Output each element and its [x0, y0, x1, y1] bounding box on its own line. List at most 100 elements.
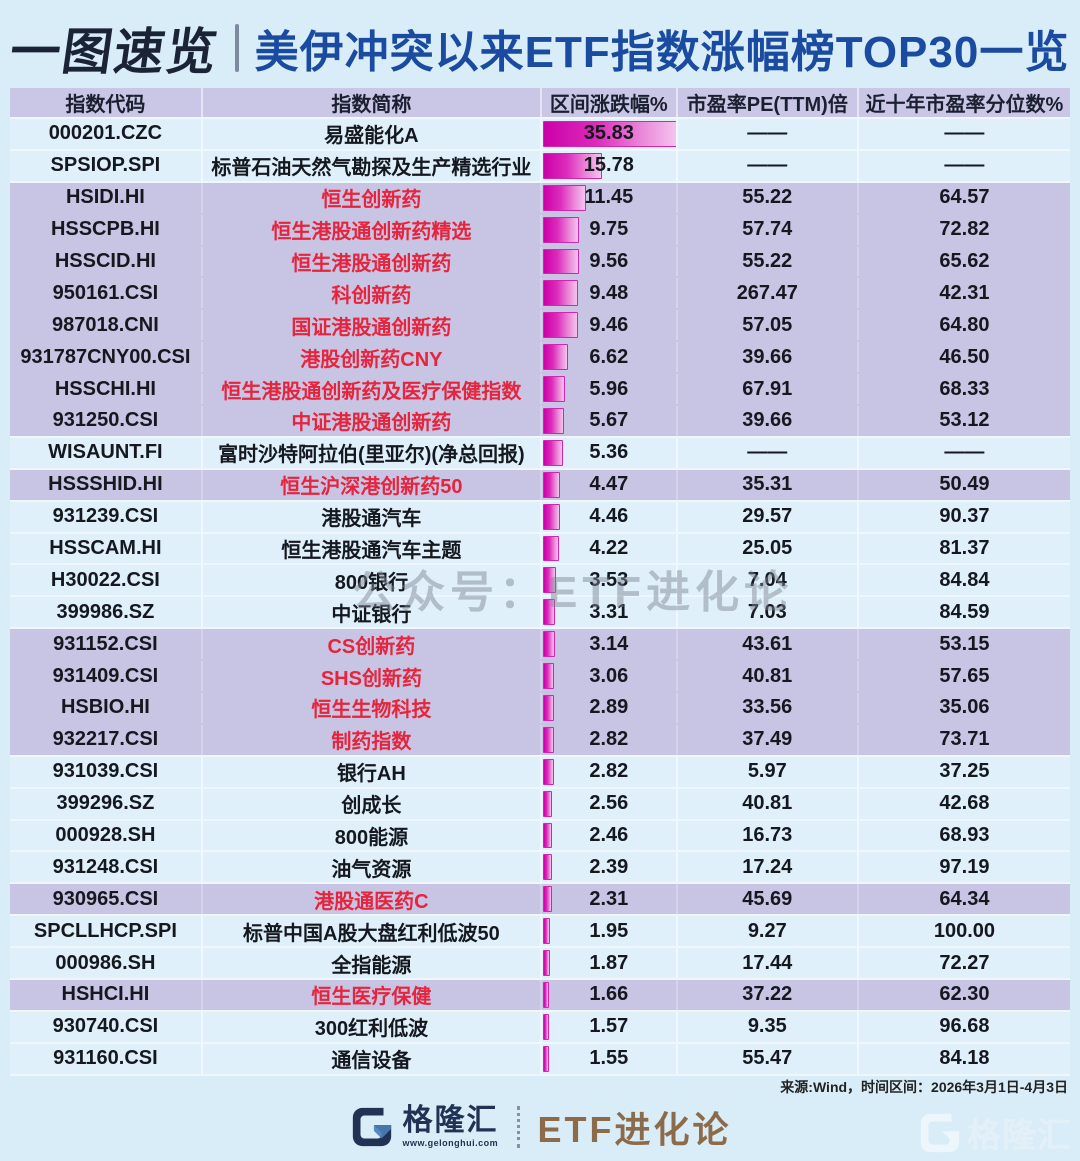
- percentile-value: 84.84: [856, 565, 1070, 596]
- index-name: 港股通汽车: [200, 501, 540, 532]
- change-bar: [542, 121, 676, 147]
- index-name: 通信设备: [200, 1043, 540, 1074]
- change-value: 11.45: [584, 186, 634, 209]
- percentile-value: ——: [856, 150, 1070, 181]
- pe-value: 16.73: [675, 820, 857, 851]
- change-value: 1.57: [589, 1015, 629, 1038]
- change-bar: [542, 599, 556, 626]
- table-row: 931787CNY00.CSI 港股创新药CNY 6.62 39.66 46.50: [10, 342, 1070, 375]
- index-name: 创成长: [200, 788, 540, 819]
- percentile-value: 97.19: [856, 852, 1070, 883]
- change-cell: 9.56: [539, 246, 676, 277]
- pe-value: 55.22: [675, 182, 857, 213]
- table-row: 987018.CNI 国证港股通创新药 9.46 57.05 64.80: [10, 310, 1070, 343]
- change-value: 6.62: [589, 345, 629, 368]
- brand-logo-group: 格隆汇 www.gelonghui.com: [349, 1104, 499, 1150]
- change-value: 5.67: [589, 409, 629, 432]
- table-row: 931152.CSI CS创新药 3.14 43.61 53.15: [10, 629, 1070, 662]
- percentile-value: 46.50: [856, 342, 1070, 373]
- pe-value: 39.66: [675, 342, 857, 373]
- change-value: 5.96: [589, 377, 629, 400]
- index-code: 000928.SH: [55, 824, 156, 847]
- index-name: 中证银行: [200, 597, 540, 628]
- pe-value: 25.05: [675, 533, 857, 564]
- index-code: 931250.CSI: [52, 409, 159, 432]
- table-row: HSBIO.HI 恒生生物科技 2.89 33.56 35.06: [10, 693, 1070, 725]
- table-row: 399986.SZ 中证银行 3.31 7.03 84.59: [10, 597, 1070, 630]
- index-name: 国证港股通创新药: [200, 310, 540, 341]
- index-code: HSSCID.HI: [54, 250, 156, 272]
- brand-url: www.gelonghui.com: [402, 1138, 499, 1148]
- change-bar: [542, 535, 559, 562]
- change-bar: [542, 184, 586, 211]
- change-cell: 2.31: [539, 884, 676, 915]
- percentile-value: 90.37: [856, 501, 1070, 532]
- index-name: 800能源: [200, 820, 540, 851]
- table-row: 931248.CSI 油气资源 2.39 17.24 97.19: [10, 852, 1070, 885]
- table-row: 931250.CSI 中证港股通创新药 5.67 39.66 53.12: [10, 406, 1070, 438]
- index-name: 300红利低波: [200, 1011, 540, 1042]
- change-value: 2.39: [589, 855, 629, 878]
- pe-value: 67.91: [675, 374, 857, 405]
- change-value: 1.95: [589, 919, 629, 942]
- table-row: SPCLLHCP.SPI 标普中国A股大盘红利低波50 1.95 9.27 100.00: [10, 916, 1070, 949]
- pe-value: 43.61: [675, 629, 857, 660]
- index-name: 恒生港股通创新药及医疗保健指数: [200, 374, 540, 405]
- change-value: 2.56: [589, 792, 629, 815]
- index-name: 恒生创新药: [200, 182, 540, 213]
- index-code: HSSCPB.HI: [50, 218, 160, 241]
- gelonghui-logo-icon: [352, 1107, 391, 1147]
- table-row: 930740.CSI 300红利低波 1.57 9.35 96.68: [10, 1011, 1070, 1044]
- index-name: 制药指数: [200, 724, 540, 755]
- index-name: 标普中国A股大盘红利低波50: [200, 916, 540, 947]
- percentile-value: 53.15: [856, 629, 1070, 660]
- table-row: 399296.SZ 创成长 2.56 40.81 42.68: [10, 788, 1070, 821]
- change-bar: [542, 344, 568, 371]
- change-cell: 4.22: [539, 533, 676, 564]
- index-code: 932217.CSI: [52, 728, 159, 751]
- change-bar: [542, 631, 555, 658]
- change-bar: [542, 854, 552, 881]
- change-value: 9.46: [589, 313, 629, 336]
- change-bar: [542, 695, 554, 721]
- change-cell: 9.46: [539, 310, 676, 341]
- change-value: 4.22: [589, 537, 629, 560]
- index-name: 银行AH: [200, 756, 540, 787]
- change-bar: [542, 886, 552, 913]
- change-value: 2.82: [589, 760, 629, 783]
- pe-value: 35.31: [675, 469, 857, 500]
- table-row: 931409.CSI SHS创新药 3.06 40.81 57.65: [10, 661, 1070, 694]
- pe-value: 9.35: [675, 1011, 857, 1042]
- index-code: SPCLLHCP.SPI: [33, 919, 177, 942]
- index-code: 931039.CSI: [52, 760, 159, 783]
- change-cell: 9.75: [539, 214, 676, 245]
- table-row: SPSIOP.SPI 标普石油天然气勘探及生产精选行业 15.78 —— ——: [10, 150, 1070, 183]
- change-value: 2.46: [589, 824, 629, 847]
- change-cell: 1.87: [539, 948, 676, 979]
- index-name: 恒生医疗保健: [200, 980, 540, 1010]
- sub-brand-name: ETF进化论: [537, 1109, 732, 1150]
- change-bar: [542, 471, 560, 498]
- index-code: HSHCI.HI: [61, 983, 150, 1006]
- table-row: WISAUNT.FI 富时沙特阿拉伯(里亚尔)(净总回报) 5.36 —— ——: [10, 437, 1070, 470]
- header-change: 区间涨跌幅%: [539, 88, 676, 117]
- pe-value: 267.47: [675, 278, 857, 309]
- table-row: HSSCHI.HI 恒生港股通创新药及医疗保健指数 5.96 67.91 68.33: [10, 374, 1070, 407]
- percentile-value: ——: [856, 437, 1070, 468]
- change-value: 4.46: [589, 505, 629, 528]
- change-bar: [542, 312, 579, 339]
- pe-value: 57.74: [675, 214, 857, 245]
- change-bar: [542, 280, 579, 307]
- brand-name: 格隆汇: [402, 1104, 499, 1137]
- ranking-table: 指数代码 指数简称 区间涨跌幅% 市盈率PE(TTM)倍 近十年市盈率分位数% …: [10, 88, 1070, 1076]
- index-code: 931409.CSI: [52, 664, 159, 687]
- brand-text: 格隆汇 www.gelonghui.com: [403, 1106, 499, 1148]
- table-row: HSIDI.HI 恒生创新药 11.45 55.22 64.57: [10, 182, 1070, 215]
- index-name: 恒生港股通汽车主题: [200, 533, 540, 564]
- index-code: WISAUNT.FI: [48, 441, 163, 464]
- index-code: H30022.CSI: [50, 568, 160, 591]
- change-cell: 11.45: [539, 182, 676, 213]
- pe-value: 39.66: [675, 406, 857, 436]
- pe-value: ——: [675, 437, 857, 468]
- brand-divider: [516, 1106, 520, 1148]
